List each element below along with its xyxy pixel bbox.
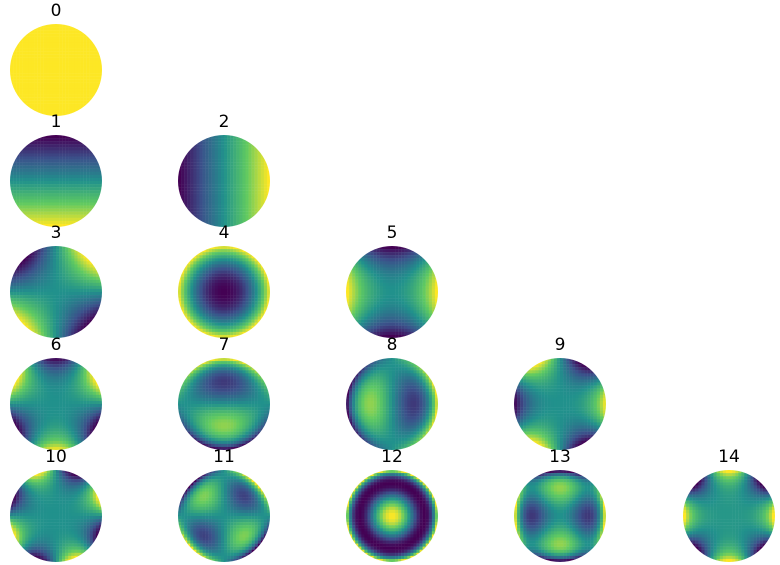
mode-disc-6 <box>10 358 102 450</box>
mode-label-2: 2 <box>204 113 244 131</box>
mode-label-4: 4 <box>204 224 244 242</box>
mode-disc-12 <box>346 470 438 562</box>
mode-disc-13 <box>514 470 606 562</box>
mode-disc-8 <box>346 358 438 450</box>
mode-disc-0 <box>10 24 102 116</box>
mode-disc-3 <box>10 246 102 338</box>
mode-label-8: 8 <box>372 336 412 354</box>
mode-disc-11 <box>178 470 270 562</box>
mode-label-9: 9 <box>540 336 580 354</box>
mode-disc-14 <box>683 470 775 562</box>
mode-label-12: 12 <box>372 448 412 466</box>
mode-disc-2 <box>178 135 270 227</box>
mode-disc-10 <box>10 470 102 562</box>
mode-label-6: 6 <box>36 336 76 354</box>
mode-label-11: 11 <box>204 448 244 466</box>
mode-disc-4 <box>178 246 270 338</box>
mode-label-14: 14 <box>709 448 749 466</box>
mode-label-13: 13 <box>540 448 580 466</box>
mode-label-3: 3 <box>36 224 76 242</box>
mode-label-10: 10 <box>36 448 76 466</box>
mode-disc-9 <box>514 358 606 450</box>
mode-disc-5 <box>346 246 438 338</box>
mode-disc-1 <box>10 135 102 227</box>
mode-label-5: 5 <box>372 224 412 242</box>
mode-disc-7 <box>178 358 270 450</box>
mode-label-0: 0 <box>36 2 76 20</box>
mode-label-1: 1 <box>36 113 76 131</box>
mode-label-7: 7 <box>204 336 244 354</box>
